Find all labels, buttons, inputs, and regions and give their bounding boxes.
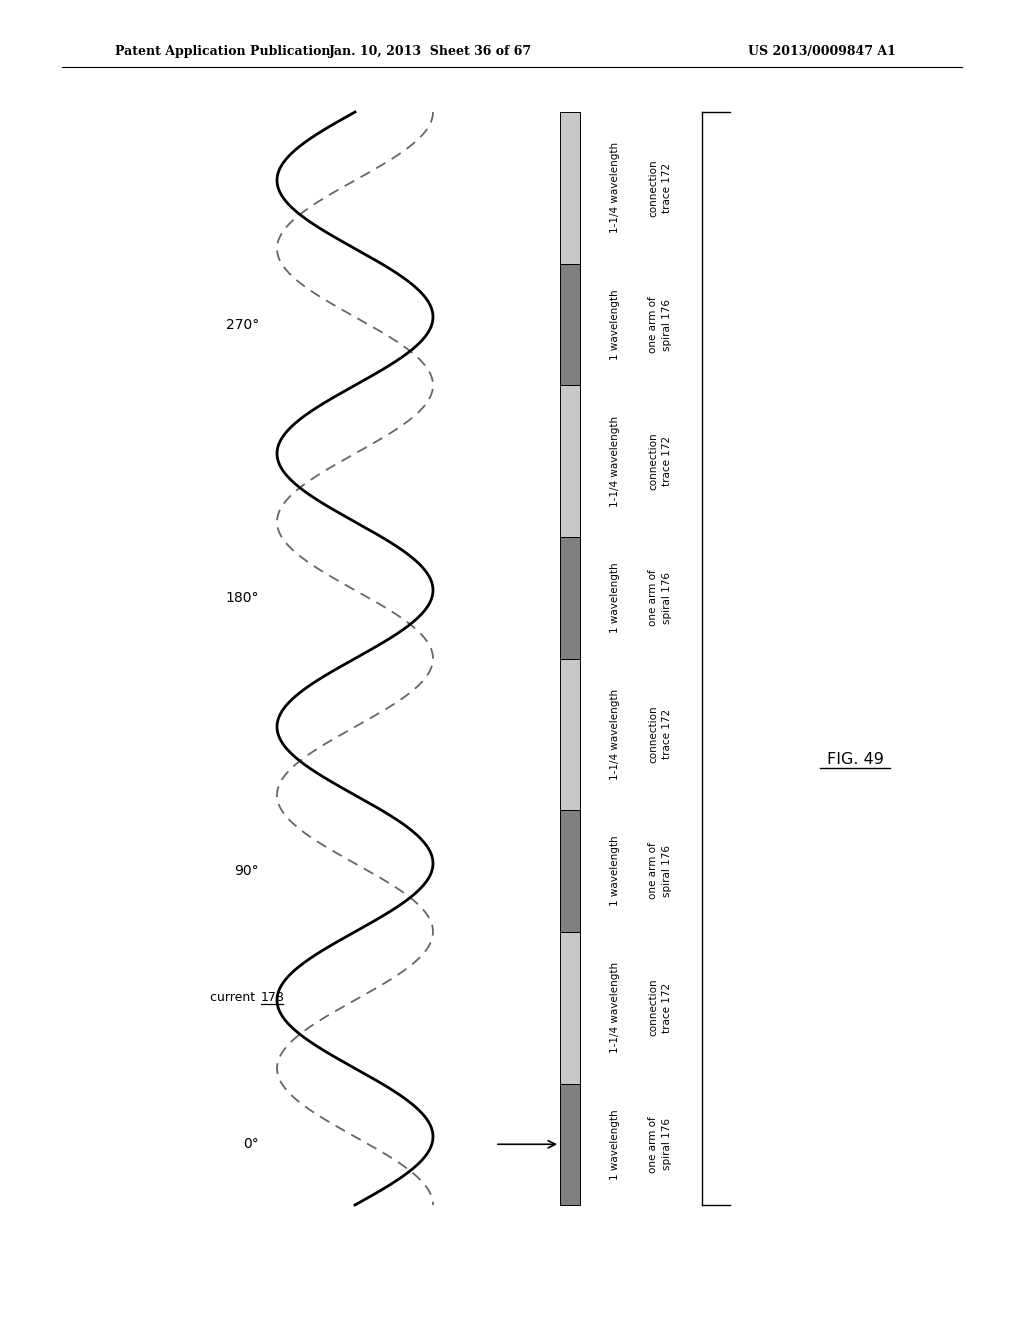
Text: 1 wavelength: 1 wavelength bbox=[610, 836, 620, 907]
Text: 1-1/4 wavelength: 1-1/4 wavelength bbox=[610, 962, 620, 1053]
Bar bbox=[560, 932, 580, 1084]
Bar bbox=[560, 264, 580, 385]
Text: one arm of
spiral 176: one arm of spiral 176 bbox=[648, 296, 672, 352]
Text: connection
trace 172: connection trace 172 bbox=[648, 706, 672, 763]
Text: connection
trace 172: connection trace 172 bbox=[648, 433, 672, 490]
Text: FIG. 49: FIG. 49 bbox=[826, 752, 884, 767]
Text: 180°: 180° bbox=[225, 591, 259, 605]
Text: 1 wavelength: 1 wavelength bbox=[610, 562, 620, 634]
Text: connection
trace 172: connection trace 172 bbox=[648, 160, 672, 216]
Text: Jan. 10, 2013  Sheet 36 of 67: Jan. 10, 2013 Sheet 36 of 67 bbox=[329, 45, 531, 58]
Bar bbox=[560, 112, 580, 264]
Text: connection
trace 172: connection trace 172 bbox=[648, 979, 672, 1036]
Text: 1-1/4 wavelength: 1-1/4 wavelength bbox=[610, 689, 620, 780]
Bar bbox=[560, 810, 580, 932]
Text: 178: 178 bbox=[261, 991, 285, 1005]
Text: 1 wavelength: 1 wavelength bbox=[610, 1109, 620, 1180]
Text: US 2013/0009847 A1: US 2013/0009847 A1 bbox=[748, 45, 896, 58]
Text: current: current bbox=[210, 991, 259, 1005]
Text: 270°: 270° bbox=[225, 318, 259, 331]
Text: Patent Application Publication: Patent Application Publication bbox=[115, 45, 331, 58]
Bar bbox=[560, 1084, 580, 1205]
Text: one arm of
spiral 176: one arm of spiral 176 bbox=[648, 1115, 672, 1172]
Text: 1-1/4 wavelength: 1-1/4 wavelength bbox=[610, 416, 620, 507]
Text: 1 wavelength: 1 wavelength bbox=[610, 289, 620, 360]
Text: 90°: 90° bbox=[234, 865, 259, 878]
Bar bbox=[560, 385, 580, 537]
Bar bbox=[560, 537, 580, 659]
Text: one arm of
spiral 176: one arm of spiral 176 bbox=[648, 569, 672, 626]
Text: 0°: 0° bbox=[244, 1138, 259, 1151]
Bar bbox=[560, 659, 580, 810]
Text: one arm of
spiral 176: one arm of spiral 176 bbox=[648, 842, 672, 899]
Text: 1-1/4 wavelength: 1-1/4 wavelength bbox=[610, 143, 620, 234]
